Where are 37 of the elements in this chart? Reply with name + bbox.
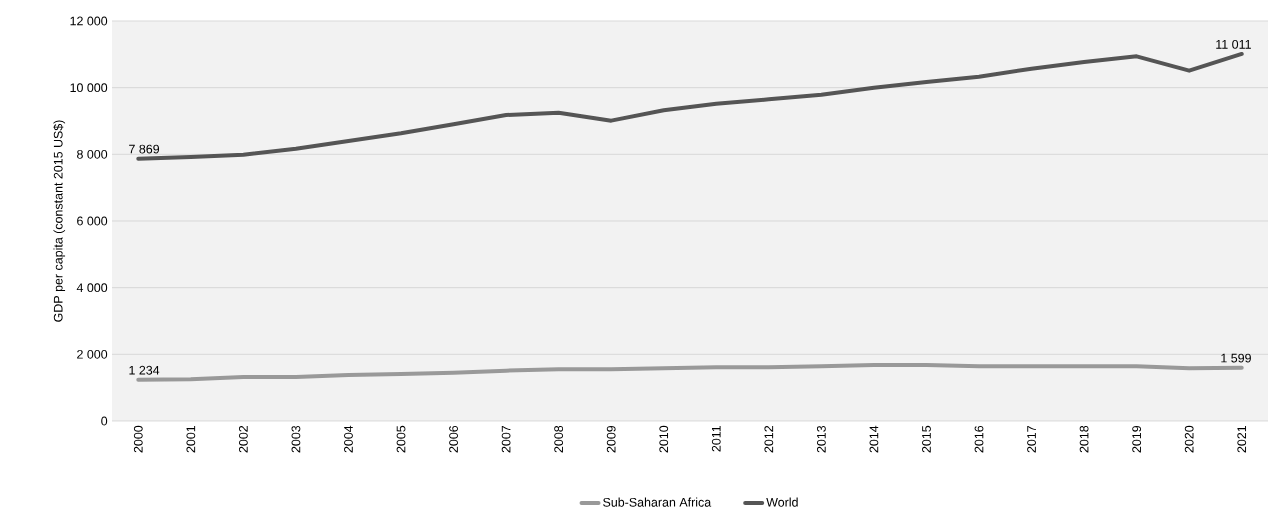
x-tick-label: 2003 bbox=[291, 425, 301, 453]
x-tick-label: 2010 bbox=[659, 425, 669, 453]
y-tick-label: 4 000 bbox=[76, 283, 108, 293]
y-axis-title: GDP per capita (constant 2015 US$) bbox=[53, 120, 66, 322]
x-tick-label: 2006 bbox=[449, 425, 458, 453]
data-label: 1 599 bbox=[1221, 353, 1251, 363]
x-tick-label: 2009 bbox=[606, 425, 616, 453]
x-tick-label: 2000 bbox=[133, 425, 143, 453]
x-tick-label: 2013 bbox=[816, 425, 826, 453]
x-tick-label: 2008 bbox=[554, 425, 564, 453]
x-tick-label: 2011 bbox=[711, 425, 721, 452]
x-tick-label: 2002 bbox=[238, 425, 248, 453]
y-tick-label: 2 000 bbox=[77, 349, 108, 359]
x-tick-label: 2018 bbox=[1079, 425, 1089, 453]
y-tick-label: 12 000 bbox=[70, 16, 108, 26]
data-label: 11 011 bbox=[1216, 39, 1251, 49]
x-tick-label: 2014 bbox=[869, 425, 879, 453]
data-label: 7 869 bbox=[129, 144, 160, 154]
x-tick-label: 2004 bbox=[344, 425, 353, 453]
y-tick-label: 0 bbox=[101, 416, 108, 426]
x-tick-label: 2017 bbox=[1027, 425, 1036, 453]
line-series bbox=[136, 51, 1244, 161]
y-tick-label: 6 000 bbox=[77, 216, 108, 226]
y-tick-label: 10 000 bbox=[70, 83, 108, 93]
x-tick-label: 2005 bbox=[396, 425, 406, 453]
x-tick-label: 2021 bbox=[1237, 425, 1247, 453]
x-tick-label: 2001 bbox=[186, 425, 196, 453]
x-tick-label: 2016 bbox=[974, 425, 984, 453]
x-tick-label: 2020 bbox=[1184, 425, 1194, 453]
x-tick-label: 2012 bbox=[764, 425, 774, 453]
x-tick-label: 2019 bbox=[1132, 425, 1142, 453]
data-label: 1 234 bbox=[129, 365, 160, 375]
legend-label: Sub-Saharan Africa bbox=[603, 497, 712, 507]
x-tick-label: 2007 bbox=[501, 425, 511, 453]
legend-label: World bbox=[766, 497, 798, 507]
y-tick-label: 8 000 bbox=[77, 149, 108, 159]
x-tick-label: 2015 bbox=[922, 425, 931, 453]
